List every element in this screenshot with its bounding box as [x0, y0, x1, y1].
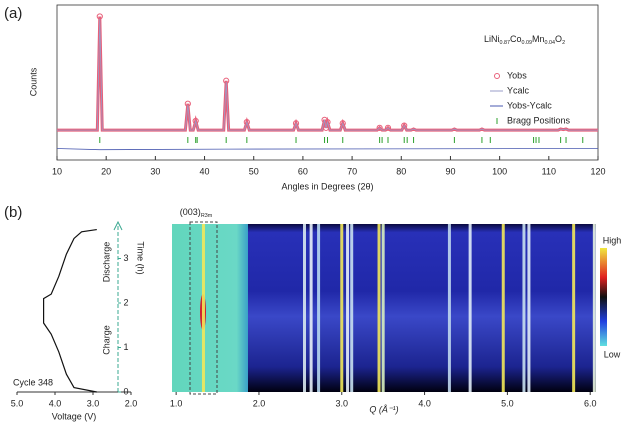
- x-axis-label: Q (Å⁻¹): [369, 404, 398, 414]
- peak-line: [340, 224, 344, 392]
- annotation: Charge: [101, 325, 111, 355]
- axis-arrow: [113, 220, 123, 231]
- x-tick-label: 110: [542, 166, 556, 176]
- series-line: [57, 18, 598, 131]
- x-tick-label: 120: [590, 166, 605, 176]
- x-tick-label: 4.0: [49, 398, 62, 408]
- peak-line: [501, 224, 505, 392]
- x-axis-label: Voltage (V): [52, 411, 97, 421]
- peak-line: [201, 224, 205, 392]
- annotation: Cycle 348: [13, 377, 53, 387]
- x-tick-label: 90: [445, 166, 455, 176]
- legend-marker: [494, 73, 500, 79]
- highlight-box: [189, 221, 218, 395]
- colorbar-label: High: [603, 235, 622, 245]
- data-point: [339, 120, 346, 127]
- data-point: [376, 124, 383, 131]
- subscript: 0.09: [522, 40, 533, 46]
- text-part: (003): [180, 207, 201, 217]
- y-tick-label: 3: [123, 253, 128, 263]
- peak-line: [381, 224, 385, 392]
- x-tick-label: 6.0: [584, 398, 597, 408]
- data-point: [243, 119, 250, 126]
- annotation: Discharge: [101, 242, 111, 283]
- x-tick-label: 60: [298, 166, 308, 176]
- y-tick-label: 1: [123, 342, 128, 352]
- x-tick-label: 3.0: [336, 398, 349, 408]
- x-tick-label: 20: [101, 166, 111, 176]
- peak-line: [592, 224, 596, 392]
- legend-label: Ycalc: [507, 85, 530, 95]
- peak-line: [468, 224, 472, 392]
- x-tick-label: 70: [347, 166, 357, 176]
- x-tick-label: 5.0: [501, 398, 514, 408]
- panel-label: (b): [4, 204, 22, 221]
- x-tick-label: 100: [492, 166, 507, 176]
- annotation: LiNi0.87Co0.09Mn0.04O2: [484, 34, 565, 46]
- y-axis-label: Time (h): [136, 241, 146, 274]
- y-axis-label: Counts: [28, 67, 38, 96]
- heatmap-region: [248, 224, 596, 392]
- text-part: O: [555, 34, 562, 44]
- x-tick-label: 10: [52, 166, 62, 176]
- x-tick-label: 2.0: [253, 398, 266, 408]
- data-point: [401, 122, 408, 129]
- peak-line: [317, 224, 321, 392]
- data-point: [192, 117, 199, 125]
- x-tick-label: 4.0: [418, 398, 431, 408]
- peak-line: [377, 224, 381, 392]
- annotation: (003)R3m: [180, 207, 213, 219]
- legend-label: Bragg Positions: [507, 115, 571, 125]
- peak-line: [346, 224, 350, 392]
- x-tick-label: 50: [249, 166, 259, 176]
- legend-label: Yobs-Ycalc: [507, 100, 552, 110]
- x-tick-label: 3.0: [87, 398, 100, 408]
- data-point: [322, 124, 330, 131]
- subscript: 0.87: [500, 40, 511, 46]
- x-tick-label: 80: [396, 166, 406, 176]
- subscript: 2: [562, 40, 565, 46]
- peak-line: [350, 224, 354, 392]
- peak-line: [447, 224, 451, 392]
- text-part: Mn: [532, 34, 545, 44]
- text-part: LiNi: [484, 34, 500, 44]
- y-tick-label: 0: [123, 386, 128, 396]
- x-tick-label: 30: [150, 166, 160, 176]
- legend-label: Yobs: [507, 70, 527, 80]
- text-part: Co: [510, 34, 522, 44]
- voltage-curve: [43, 228, 97, 393]
- peak-line: [522, 224, 526, 392]
- subscript: 0.04: [545, 40, 556, 46]
- colorbar: [600, 248, 607, 346]
- subscript: R3m: [201, 213, 213, 219]
- peak-line: [303, 224, 306, 392]
- x-axis-label: Angles in Degrees (2θ): [281, 181, 373, 191]
- colorbar-label: Low: [604, 349, 621, 359]
- y-tick-label: 2: [123, 297, 128, 307]
- x-tick-label: 1.0: [170, 398, 183, 408]
- peak-line: [527, 224, 531, 392]
- heatmap-region: [172, 224, 248, 392]
- x-tick-label: 40: [200, 166, 210, 176]
- x-tick-label: 2.0: [125, 398, 138, 408]
- x-tick-label: 5.0: [11, 398, 24, 408]
- peak-line: [572, 224, 576, 392]
- data-point: [292, 120, 300, 127]
- peak-line: [309, 224, 313, 392]
- plot-frame: [56, 4, 599, 161]
- data-point: [384, 124, 392, 131]
- panel-label: (a): [4, 5, 22, 22]
- series-line: [56, 148, 599, 151]
